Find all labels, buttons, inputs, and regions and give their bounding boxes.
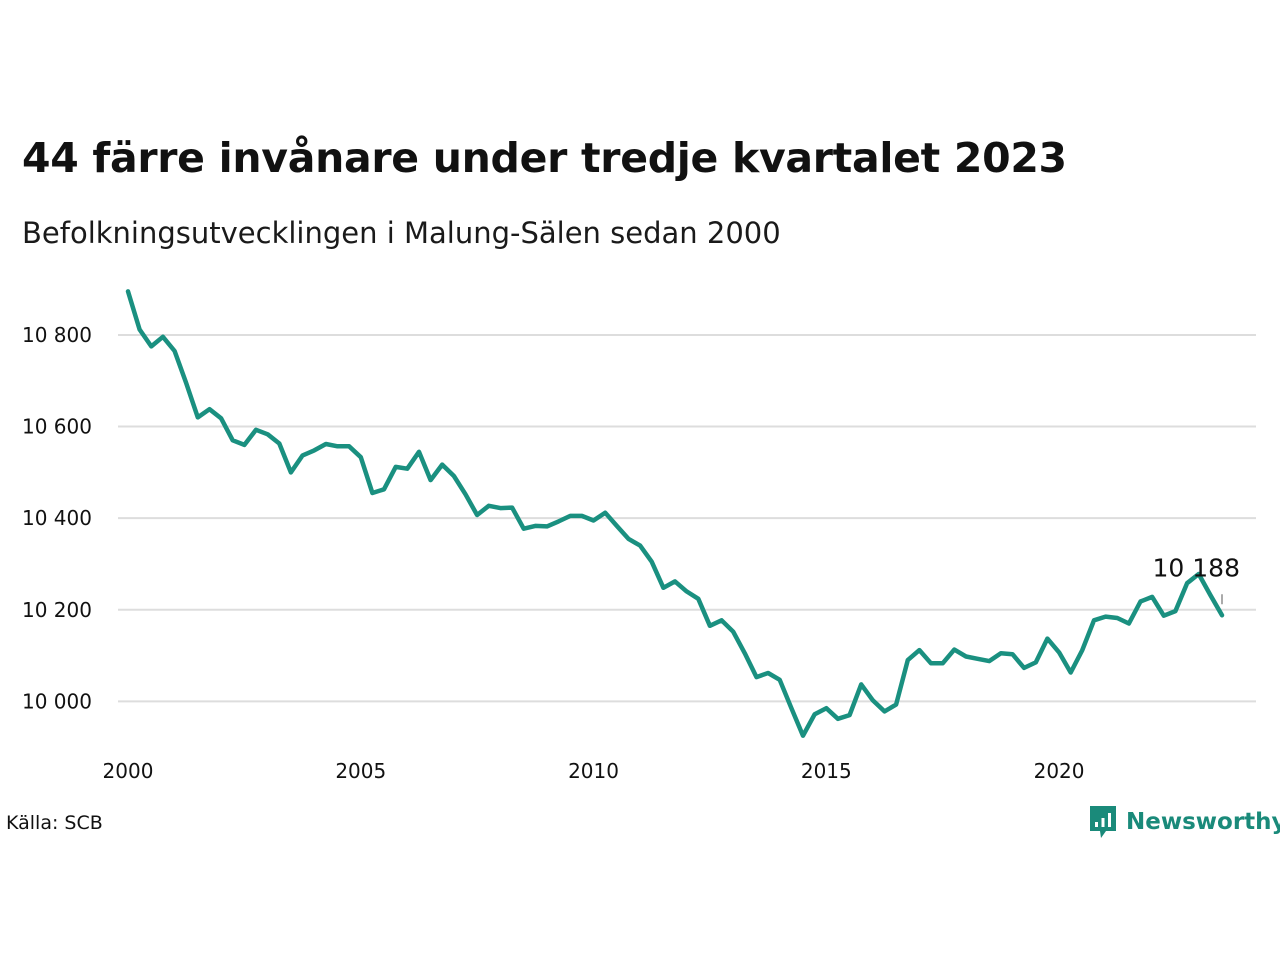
end-value-label: 10 188 [1153, 553, 1240, 582]
x-axis-ticks: 2000 2005 2010 2015 2020 [103, 759, 1085, 783]
series-layer [125, 289, 1225, 738]
x-tick-label: 2000 [103, 759, 154, 783]
gridlines [118, 333, 1256, 703]
y-axis-ticks: 10 000 10 200 10 400 10 600 10 800 [22, 323, 92, 713]
series-line [125, 289, 1225, 738]
y-tick-label: 10 000 [22, 689, 92, 713]
y-tick-label: 10 600 [22, 415, 92, 439]
annotation-layer: 10 188 [1153, 553, 1240, 605]
x-tick-label: 2010 [568, 759, 619, 783]
brand-logo: Newsworthy [1088, 804, 1280, 840]
x-tick-label: 2005 [335, 759, 386, 783]
chart-subtitle: Befolkningsutvecklingen i Malung-Sälen s… [22, 216, 781, 250]
y-tick-label: 10 800 [22, 323, 92, 347]
source-note: Källa: SCB [6, 812, 103, 834]
y-tick-label: 10 400 [22, 506, 92, 530]
newsworthy-logo-icon [1090, 806, 1116, 838]
brand-name: Newsworthy [1126, 809, 1280, 835]
x-tick-label: 2020 [1034, 759, 1085, 783]
y-tick-label: 10 200 [22, 598, 92, 622]
x-tick-label: 2015 [801, 759, 852, 783]
chart-title: 44 färre invånare under tredje kvartalet… [22, 134, 1067, 182]
